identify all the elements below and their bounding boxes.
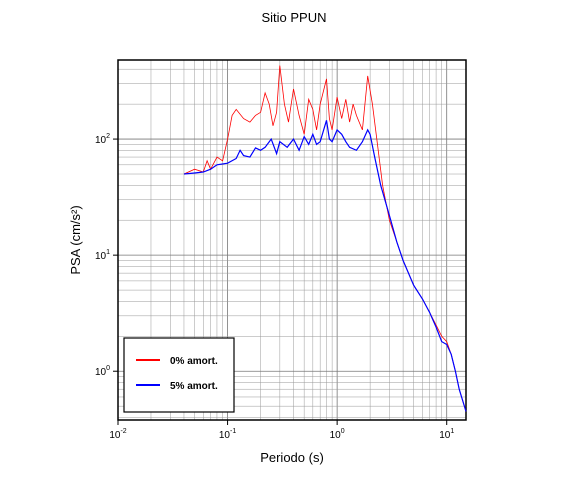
tick-label: 10-1 — [219, 428, 236, 441]
tick-label: 101 — [439, 428, 454, 441]
tick-base: 10 — [330, 430, 342, 441]
chart-title: Sitio PPUN — [261, 10, 326, 25]
tick-exponent: 0 — [106, 365, 110, 372]
tick-exponent: 2 — [106, 133, 110, 140]
tick-base: 10 — [109, 430, 121, 441]
legend-box — [123, 337, 235, 413]
tick-exponent: -1 — [230, 428, 236, 435]
tick-label: 101 — [95, 249, 110, 262]
data-line — [183, 120, 467, 412]
tick-base: 10 — [95, 135, 107, 146]
tick-label: 100 — [330, 428, 345, 441]
tick-label: 100 — [95, 365, 110, 378]
tick-exponent: 1 — [450, 428, 454, 435]
y-axis-label: PSA (cm/s²) — [68, 205, 83, 274]
tick-base: 10 — [95, 367, 107, 378]
tick-exponent: -2 — [120, 428, 126, 435]
plot-frame — [117, 59, 467, 421]
tick-label: 10-2 — [109, 428, 126, 441]
legend-label: 5% amort. — [170, 381, 218, 392]
legend-label: 0% amort. — [170, 356, 218, 367]
tick-base: 10 — [219, 430, 231, 441]
x-axis-label: Periodo (s) — [260, 450, 324, 465]
tick-base: 10 — [439, 430, 451, 441]
tick-base: 10 — [95, 251, 107, 262]
tick-label: 102 — [95, 133, 110, 146]
tick-exponent: 1 — [106, 249, 110, 256]
tick-exponent: 0 — [341, 428, 345, 435]
